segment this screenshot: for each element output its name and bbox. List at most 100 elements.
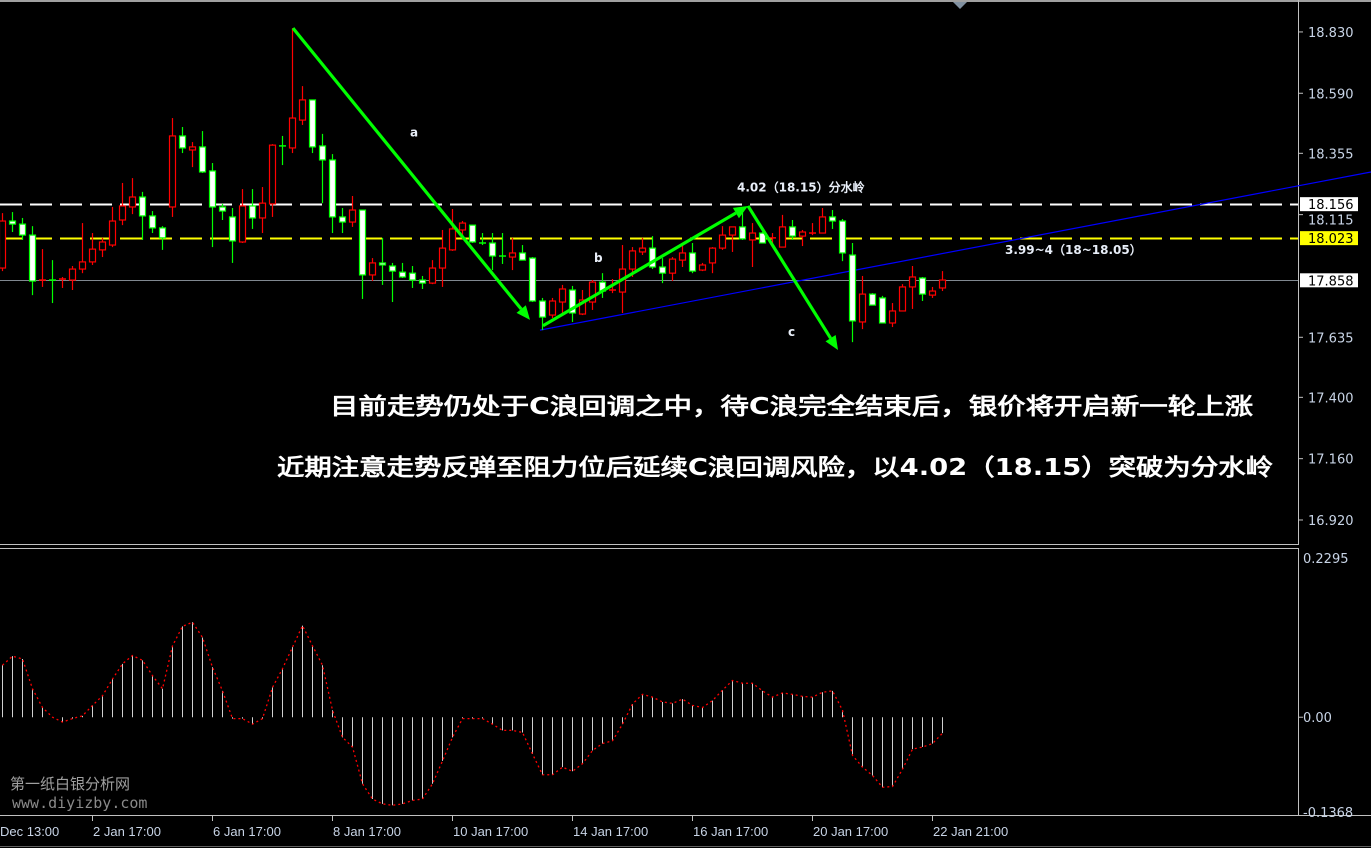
candle-body — [118, 205, 127, 221]
candle — [408, 265, 417, 288]
price-level-label: 18.156 — [1308, 198, 1354, 213]
candle-body — [268, 144, 277, 205]
candle — [568, 285, 577, 322]
candle — [268, 144, 277, 217]
candle-body — [448, 228, 457, 251]
candle-body — [688, 252, 697, 272]
candle — [898, 284, 907, 312]
annotations: 4.02（18.15）分水岭 3.99~4（18~18.05） — [737, 180, 1142, 258]
candle-body — [638, 247, 647, 253]
candle — [858, 275, 867, 330]
candle-body — [578, 299, 587, 315]
candle-body — [898, 286, 907, 312]
candle-body — [208, 170, 217, 208]
candle-body — [378, 262, 387, 266]
candle-body — [368, 262, 377, 276]
candle — [688, 242, 697, 274]
candle-body — [318, 145, 327, 161]
candle-body — [828, 216, 837, 222]
time-tick-label: 8 Jan 17:00 — [333, 824, 401, 839]
candle — [518, 245, 527, 261]
candle-body — [868, 293, 877, 306]
candle-body — [938, 279, 947, 289]
wave-arrow-c — [746, 205, 832, 340]
wave-arrow-b — [542, 211, 737, 328]
candle — [838, 218, 847, 262]
price-annotation: 3.99~4（18~18.05） — [1005, 242, 1142, 257]
candle-body — [928, 290, 937, 296]
candle-body — [468, 224, 477, 243]
candle — [658, 258, 667, 284]
candle-body — [228, 216, 237, 242]
candle — [308, 99, 317, 154]
candle — [208, 163, 217, 248]
candle — [388, 262, 397, 303]
analysis-note-line1: 目前走势仍处于C浪回调之中，待C浪完全结束后，银价将开启新一轮上涨 — [330, 393, 1253, 420]
candle-body — [628, 250, 637, 270]
candle — [49, 260, 56, 304]
price-tick-label: 18.590 — [1308, 87, 1354, 102]
candle-body — [818, 216, 827, 234]
price-axis: 18.830 18.590 18.355 18.115 17.635 17.400 17.1… — [1298, 26, 1358, 529]
candle — [238, 189, 247, 243]
candle — [258, 187, 267, 234]
candle — [398, 262, 407, 279]
candle — [88, 233, 97, 265]
candle-body — [348, 209, 357, 223]
candle — [878, 295, 887, 324]
candle — [68, 265, 77, 291]
price-tick-label: 17.400 — [1308, 391, 1354, 406]
time-tick-label: 6 Jan 17:00 — [213, 824, 281, 839]
candle — [928, 286, 937, 298]
arrowhead-icon — [732, 205, 748, 219]
candle — [178, 126, 187, 154]
candle-body — [738, 226, 747, 240]
price-level-badge — [1300, 273, 1358, 288]
candle — [809, 223, 816, 236]
candle — [228, 207, 237, 263]
time-tick-label: Dec 13:00 — [0, 824, 59, 839]
candle-body — [28, 234, 37, 282]
candle — [798, 229, 807, 247]
candle — [318, 133, 327, 204]
candle-body — [68, 268, 77, 281]
watermark-name: 第一纸白银分析网 — [10, 775, 130, 793]
candle — [438, 229, 447, 287]
price-tick-label: 18.115 — [1308, 214, 1354, 229]
time-axis: Dec 13:00 2 Jan 17:00 6 Jan 17:00 8 Jan 17:… — [0, 816, 1008, 839]
candle-body — [188, 146, 197, 151]
candle — [778, 214, 787, 248]
candle-body — [728, 226, 737, 236]
candle — [678, 244, 687, 268]
candle — [348, 195, 357, 227]
candle — [548, 297, 557, 319]
analysis-note-line2: 近期注意走势反弹至阻力位后延续C浪回调风险，以4.02（18.15）突破为分水岭 — [277, 454, 1273, 481]
candle-body — [788, 226, 797, 237]
candle-body — [518, 252, 527, 261]
candle — [499, 233, 506, 264]
wave-label-b: b — [594, 251, 603, 265]
candle-body — [778, 226, 787, 248]
indicator-tick-label: 0.00 — [1303, 711, 1332, 726]
wave-label-c: c — [788, 325, 795, 339]
price-level-label: 17.858 — [1308, 274, 1354, 289]
candle-body — [138, 196, 147, 217]
candle — [8, 212, 17, 233]
triangle-down-icon[interactable] — [953, 2, 967, 9]
candle — [28, 226, 37, 296]
candle — [218, 203, 227, 221]
candle-body — [398, 271, 407, 278]
candle-body — [558, 288, 567, 303]
time-tick-label: 16 Jan 17:00 — [693, 824, 768, 839]
candle — [138, 191, 147, 240]
candle — [868, 293, 877, 306]
candle — [0, 213, 7, 272]
price-tick-label: 18.355 — [1308, 147, 1354, 162]
candle-body — [488, 242, 497, 257]
candle-body — [218, 206, 227, 212]
candle-body — [658, 266, 667, 274]
candle-body — [528, 257, 537, 302]
candle — [198, 131, 207, 173]
candle — [128, 178, 137, 215]
